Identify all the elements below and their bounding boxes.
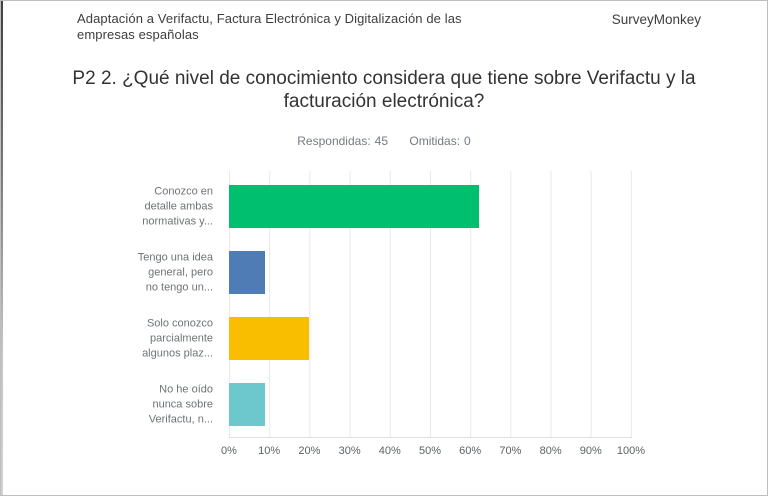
category-label: Tengo una idea general, pero no tengo un… bbox=[137, 251, 213, 293]
x-tick-label: 20% bbox=[298, 445, 321, 457]
x-tick-label: 100% bbox=[616, 445, 646, 457]
category-label: Conozco en detalle ambas normativas y... bbox=[142, 185, 213, 227]
answered-value: 45 bbox=[374, 134, 389, 148]
surveymonkey-logo: SurveyMonkey bbox=[611, 12, 701, 27]
question-title: P2 2. ¿Qué nivel de conocimiento conside… bbox=[72, 68, 696, 112]
x-tick-label: 40% bbox=[378, 445, 401, 457]
survey-title: Adaptación a Verifactu, Factura Electrón… bbox=[77, 11, 462, 42]
x-tick-label: 50% bbox=[418, 445, 442, 457]
bar bbox=[229, 251, 265, 294]
response-stats: Respondidas: 45 Omitidas: 0 bbox=[1, 134, 767, 148]
x-tick-label: 0% bbox=[221, 445, 237, 457]
x-tick-label: 10% bbox=[258, 445, 281, 457]
skipped-value: 0 bbox=[464, 134, 471, 148]
category-label: Solo conozco parcialmente algunos plaz..… bbox=[142, 317, 213, 359]
x-tick-label: 60% bbox=[459, 445, 482, 457]
x-tick-label: 90% bbox=[579, 445, 602, 457]
bar bbox=[229, 317, 310, 360]
plot-area bbox=[229, 171, 632, 438]
x-tick-label: 30% bbox=[338, 445, 361, 457]
x-tick-label: 70% bbox=[499, 445, 522, 457]
bar bbox=[229, 185, 480, 228]
answered-label: Respondidas: bbox=[297, 134, 371, 148]
bar bbox=[229, 383, 265, 426]
window-left-edge bbox=[1, 1, 3, 495]
category-label: No he oído nunca sobre Verifactu, n... bbox=[148, 383, 213, 425]
bar-chart: Conozco en detalle ambas normativas y...… bbox=[1, 171, 767, 481]
skipped-label: Omitidas: bbox=[409, 134, 461, 148]
x-tick-label: 80% bbox=[539, 445, 562, 457]
answered-stat: Respondidas: 45 bbox=[297, 134, 388, 148]
skipped-stat: Omitidas: 0 bbox=[409, 134, 470, 148]
